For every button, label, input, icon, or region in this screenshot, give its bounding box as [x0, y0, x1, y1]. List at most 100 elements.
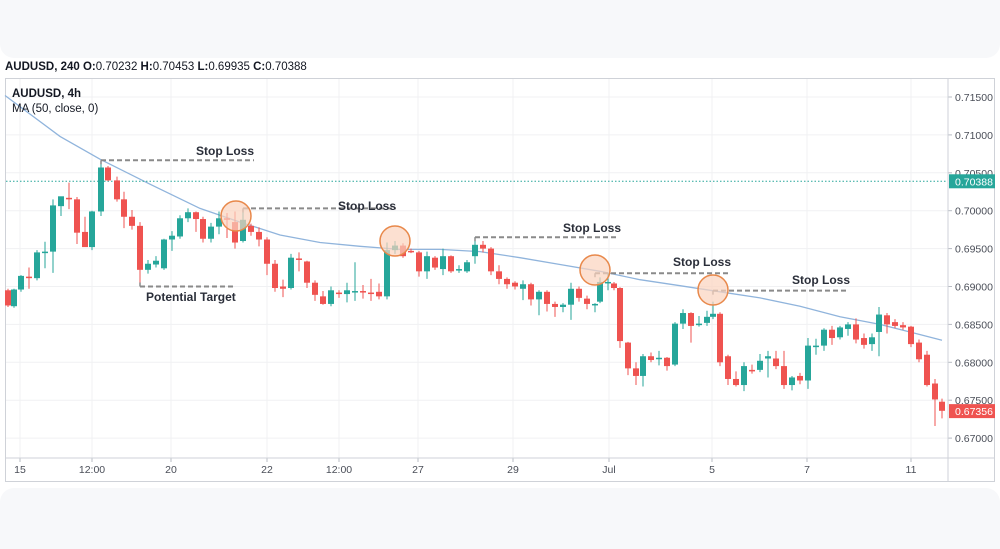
bullish-candle — [145, 259, 151, 274]
bearish-candle — [488, 247, 494, 276]
bearish-candle — [648, 352, 654, 363]
stop-loss-line[interactable]: Stop Loss — [594, 255, 731, 278]
high-label: H: — [140, 61, 153, 73]
bearish-candle — [320, 291, 326, 305]
time-axis-label: 15 — [14, 464, 26, 476]
price-axis-label: 0.67000 — [955, 433, 993, 445]
annotations: Stop Loss Potential Target Stop Loss Stop L… — [100, 144, 850, 306]
bearish-candle — [916, 339, 922, 363]
close-label: C: — [253, 61, 266, 73]
price-axis-label: 0.68000 — [955, 357, 993, 369]
bullish-candle — [520, 280, 526, 301]
bullish-candle — [869, 333, 875, 351]
bearish-candle — [939, 398, 945, 419]
bearish-candle — [625, 341, 631, 376]
bullish-candle — [89, 210, 95, 251]
bearish-candle — [432, 256, 438, 270]
bearish-candle — [336, 290, 342, 298]
bullish-candle — [757, 353, 763, 373]
bearish-candle — [797, 372, 803, 385]
bullish-candle — [153, 256, 159, 268]
bullish-candle — [169, 231, 175, 251]
chart-frame[interactable] — [5, 78, 995, 482]
bearish-candle — [360, 284, 366, 299]
stop-loss-line[interactable]: Stop Loss — [712, 273, 850, 295]
annotation-label: Stop Loss — [563, 221, 621, 235]
bearish-candle — [368, 278, 374, 301]
bullish-candle — [696, 316, 702, 327]
bullish-candle — [42, 241, 48, 269]
bullish-candle — [177, 215, 183, 239]
bearish-candle — [584, 295, 590, 310]
bearish-candle — [884, 313, 890, 334]
low-label: L: — [197, 61, 209, 73]
bearish-candle — [664, 356, 670, 371]
time-axis-label: 12:00 — [326, 464, 352, 476]
bearish-candle — [725, 354, 731, 386]
axes: 0.715000.710000.705000.700000.695000.690… — [5, 78, 995, 482]
bearish-candle — [121, 191, 127, 229]
stop-loss-line[interactable]: Stop Loss — [474, 221, 621, 242]
bearish-candle — [416, 250, 422, 277]
bullish-candle — [640, 353, 646, 387]
bearish-candle — [749, 364, 755, 374]
bearish-candle — [717, 312, 723, 367]
legend-symbol: AUDUSD, 4h — [12, 88, 82, 100]
price-axis-label: 0.68500 — [955, 319, 993, 331]
bearish-candle — [66, 182, 72, 210]
bullish-candle — [741, 362, 747, 392]
bearish-candle — [528, 282, 534, 306]
annotation-label: Stop Loss — [338, 199, 396, 213]
bullish-candle — [288, 253, 294, 290]
moving-average-line — [4, 94, 943, 341]
bearish-candle — [129, 209, 135, 230]
bearish-candle — [376, 283, 382, 300]
bullish-candle — [161, 238, 167, 270]
bullish-candle — [424, 251, 430, 279]
bearish-candle — [193, 211, 199, 232]
bearish-candle — [496, 265, 502, 285]
bearish-candle — [448, 255, 454, 273]
bullish-candle — [11, 288, 17, 308]
bullish-candle — [18, 275, 24, 292]
open-value: 0.70232 — [95, 61, 138, 73]
bearish-candle — [617, 287, 623, 348]
stop-loss-line[interactable]: Stop Loss — [100, 144, 254, 165]
bearish-candle — [932, 378, 938, 426]
bearish-candle — [74, 197, 80, 245]
bullish-candle — [821, 328, 827, 351]
bearish-candle — [200, 216, 206, 243]
open-label: O: — [82, 61, 96, 73]
bullish-candle — [352, 262, 358, 301]
grid-lines — [6, 79, 948, 458]
potential-target-line[interactable]: Potential Target — [139, 282, 236, 305]
high-value: 0.70453 — [152, 61, 195, 73]
bullish-candle — [765, 350, 771, 378]
highlight-circle[interactable] — [579, 254, 611, 286]
highlight-circle[interactable] — [220, 200, 252, 232]
top-background-band — [0, 0, 1000, 58]
annotation-label: Stop Loss — [673, 255, 731, 269]
highlight-circle[interactable] — [379, 225, 411, 257]
highlight-circle[interactable] — [697, 274, 729, 306]
time-axis-label: 20 — [165, 464, 177, 476]
bearish-candle — [26, 267, 32, 289]
bearish-candle — [633, 362, 639, 386]
bearish-candle — [504, 277, 510, 289]
bearish-candle — [908, 325, 914, 348]
price-axis-label: 0.69500 — [955, 244, 993, 256]
bearish-candle — [296, 252, 302, 272]
bullish-candle — [208, 222, 214, 243]
bearish-candle — [312, 280, 318, 301]
bottom-background-band — [0, 488, 1000, 549]
bearish-candle — [114, 176, 120, 202]
bearish-candle — [611, 281, 617, 291]
bearish-candle — [853, 318, 859, 344]
symbol-interval: AUDUSD, 240 — [5, 61, 80, 73]
time-axis-label: 12:00 — [79, 464, 105, 476]
bullish-candle — [216, 211, 222, 235]
legend-indicator[interactable]: MA (50, close, 0) — [12, 103, 99, 115]
bullish-candle — [58, 196, 64, 217]
close-value: 0.70388 — [265, 61, 307, 73]
